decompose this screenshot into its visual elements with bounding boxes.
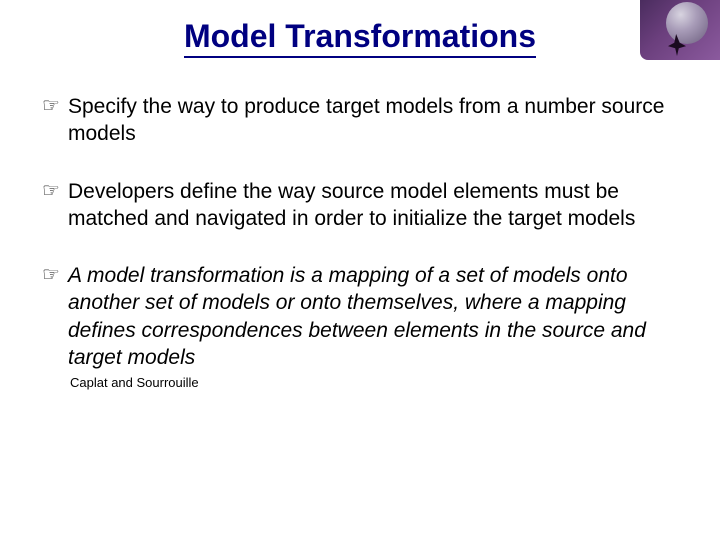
slide-title: Model Transformations <box>0 0 720 55</box>
pointing-hand-icon: ☞ <box>42 178 62 204</box>
citation-text: Caplat and Sourrouille <box>70 375 690 390</box>
bullet-text: Specify the way to produce target models… <box>68 93 690 148</box>
bullet-item: ☞ Developers define the way source model… <box>42 178 690 233</box>
bullet-item: ☞ Specify the way to produce target mode… <box>42 93 690 148</box>
bullet-text: Developers define the way source model e… <box>68 178 690 233</box>
pointing-hand-icon: ☞ <box>42 262 62 288</box>
bullet-text: A model transformation is a mapping of a… <box>68 262 690 371</box>
corner-decoration <box>640 0 720 60</box>
slide-content: ☞ Specify the way to produce target mode… <box>0 93 720 390</box>
pointing-hand-icon: ☞ <box>42 93 62 119</box>
slide-title-text: Model Transformations <box>184 18 536 58</box>
bullet-item: ☞ A model transformation is a mapping of… <box>42 262 690 371</box>
